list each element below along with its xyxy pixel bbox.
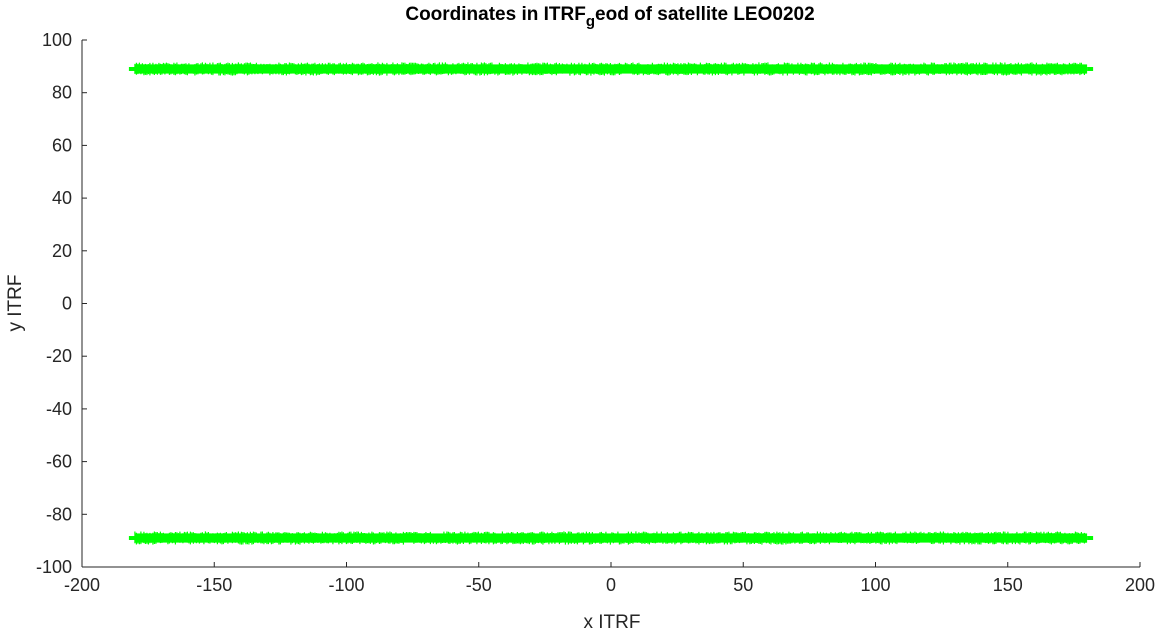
plot-background	[82, 40, 1140, 567]
x-tick-label: 0	[606, 575, 616, 595]
x-tick-label: -150	[196, 575, 232, 595]
y-tick-label: 60	[52, 135, 72, 155]
x-tick-label: 150	[993, 575, 1023, 595]
plot-area	[82, 40, 1140, 567]
x-tick-label: -50	[466, 575, 492, 595]
series-1	[128, 62, 1094, 76]
y-tick-label: -20	[46, 346, 72, 366]
y-tick-labels: 100 80 60 40 20 0 -20 -40 -60 -80 -100	[36, 30, 72, 577]
x-tick-label: -100	[328, 575, 364, 595]
x-tick-label: 100	[860, 575, 890, 595]
y-tick-label: 100	[42, 30, 72, 50]
series-2	[128, 531, 1094, 545]
x-tick-labels: -200 -150 -100 -50 0 50 100 150 200	[64, 575, 1155, 595]
series-layer	[128, 62, 1094, 545]
y-tick-label: -40	[46, 399, 72, 419]
x-axis-label: x ITRF	[584, 612, 641, 631]
y-axis-label: y ITRF	[5, 275, 26, 332]
y-tick-label: -60	[46, 452, 72, 472]
y-tick-label: -80	[46, 504, 72, 524]
x-tick-label: 200	[1125, 575, 1155, 595]
chart-title-main: Coordinates in ITRF	[405, 4, 586, 25]
y-tick-label: 20	[52, 241, 72, 261]
x-tick-label: 50	[733, 575, 753, 595]
chart-title-rest: eod of satellite LEO0202	[595, 4, 815, 25]
y-tick-label: -100	[36, 557, 72, 577]
x-tick-label: -200	[64, 575, 100, 595]
y-tick-label: 80	[52, 83, 72, 103]
y-tick-label: 0	[62, 294, 72, 314]
axes-layer	[81, 39, 1141, 568]
chart-title: Coordinates in ITRFgeod of satellite LEO…	[405, 4, 814, 30]
y-tick-label: 40	[52, 188, 72, 208]
chart-title-subscript: g	[586, 13, 595, 30]
